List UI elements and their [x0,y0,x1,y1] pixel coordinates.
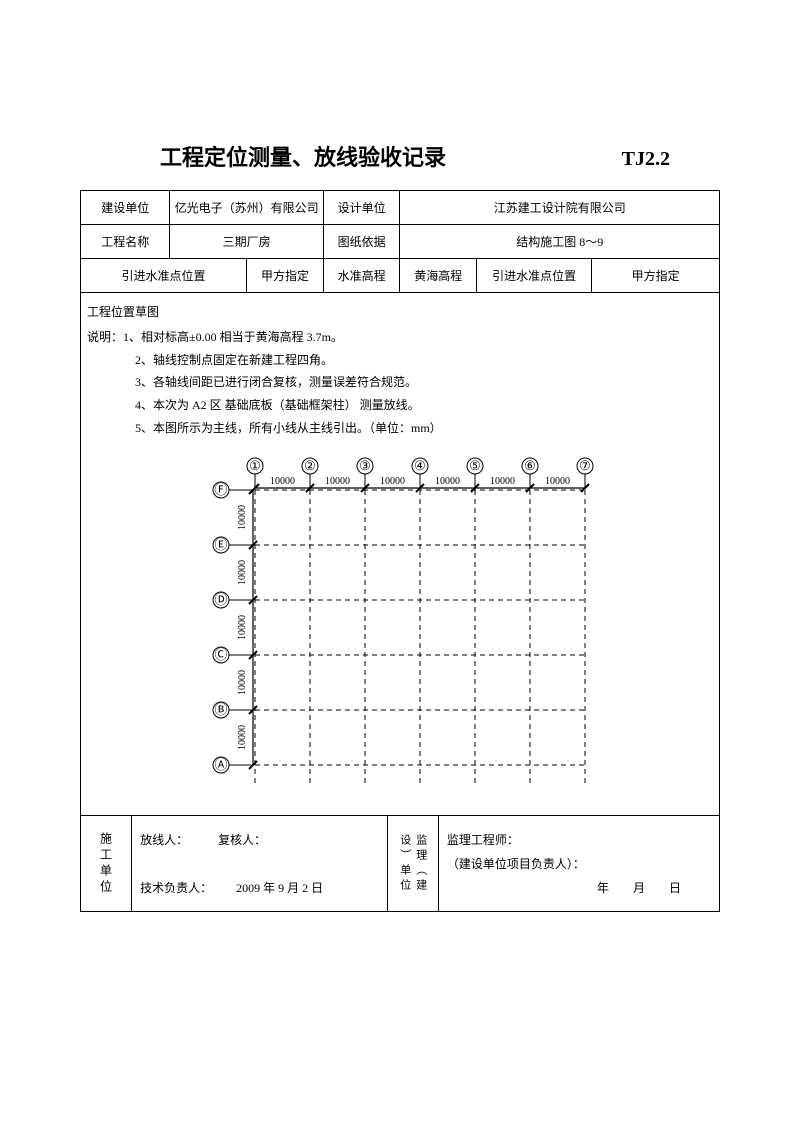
svg-text:③: ③ [359,458,371,473]
setter-label: 放线人： [140,833,188,847]
footer-mid-label: 监理（建设）单位 [397,822,429,906]
supervisor-label: 监理工程师： [447,828,711,852]
svg-text:Ⓑ: Ⓑ [214,702,227,717]
svg-text:10000: 10000 [270,476,295,487]
cell-benchmark-pos: 甲方指定 [247,259,324,293]
cell-design-unit: 江苏建工设计院有限公司 [400,191,720,225]
title-row: 工程定位测量、放线验收记录 TJ2.2 [80,140,720,172]
svg-text:Ⓒ: Ⓒ [214,647,227,662]
cell-project-name: 三期厂房 [170,225,323,259]
sketch-heading: 工程位置草图 [87,301,713,324]
note-4: 4、本次为 A2 区 基础底板（基础框架柱） 测量放线。 [87,394,713,417]
cell-design-unit-label: 设计单位 [323,191,400,225]
svg-text:⑥: ⑥ [524,458,536,473]
page-title: 工程定位测量、放线验收记录 [160,140,446,172]
svg-text:10000: 10000 [237,615,248,640]
cell-level-elev: 黄海高程 [400,259,477,293]
svg-text:10000: 10000 [325,476,350,487]
footer-left-label: 施工单位 [98,832,115,896]
svg-text:①: ① [249,458,261,473]
date-left: 2009 年 9 月 2 日 [236,881,323,895]
svg-text:Ⓐ: Ⓐ [214,757,227,772]
cell-project-name-label: 工程名称 [81,225,170,259]
svg-text:10000: 10000 [237,505,248,530]
note-5: 5、本图所示为主线，所有小线从主线引出。（单位：mm） [87,417,713,440]
note-3: 3、各轴线间距已进行闭合复核，测量误差符合规范。 [87,371,713,394]
cell-drawing-basis: 结构施工图 8～9 [400,225,720,259]
svg-text:10000: 10000 [237,560,248,585]
footer-left-content: 放线人： 复核人： 技术负责人： 2009 年 9 月 2 日 [132,816,388,912]
cell-benchmark-pos2-label: 引进水准点位置 [477,259,592,293]
svg-text:②: ② [304,458,316,473]
cell-benchmark-pos-label: 引进水准点位置 [81,259,247,293]
header-table: 建设单位 亿光电子（苏州）有限公司 设计单位 江苏建工设计院有限公司 工程名称 … [80,190,720,293]
diagram-wrap: ① 10000 ② 10000 ③ 10000 ④ 10000 ⑤ 10000 ⑥ 10000 ⑦ Ⓕ 10… [87,450,713,805]
owner-rep-label: （建设单位项目负责人）： [447,852,711,876]
svg-text:Ⓕ: Ⓕ [214,482,227,497]
svg-text:Ⓔ: Ⓔ [214,537,227,552]
form-code: TJ2.2 [622,148,670,171]
note-1: 说明：1、相对标高±0.00 相当于黄海高程 3.7m。 [87,326,713,349]
cell-level-elev-label: 水准高程 [323,259,400,293]
note-2: 2、轴线控制点固定在新建工程四角。 [87,349,713,372]
sketch-section: 工程位置草图 说明：1、相对标高±0.00 相当于黄海高程 3.7m。 2、轴线… [80,293,720,816]
page-root: 工程定位测量、放线验收记录 TJ2.2 建设单位 亿光电子（苏州）有限公司 设计… [80,140,720,912]
tech-lead-label: 技术负责人： [140,881,212,895]
svg-text:Ⓓ: Ⓓ [214,592,227,607]
cell-benchmark-pos2: 甲方指定 [592,259,720,293]
cell-drawing-basis-label: 图纸依据 [323,225,400,259]
svg-text:10000: 10000 [545,476,570,487]
svg-text:10000: 10000 [237,725,248,750]
svg-text:④: ④ [414,458,426,473]
footer-right-content: 监理工程师： （建设单位项目负责人）： 年 月 日 [438,816,719,912]
svg-text:10000: 10000 [490,476,515,487]
reviewer-label: 复核人： [218,833,266,847]
cell-construction-unit-label: 建设单位 [81,191,170,225]
footer-mid-label-cell: 监理（建设）单位 [387,816,438,912]
footer-left-label-cell: 施工单位 [81,816,132,912]
svg-text:10000: 10000 [435,476,460,487]
date-right: 年 月 日 [447,876,711,900]
axis-grid-diagram: ① 10000 ② 10000 ③ 10000 ④ 10000 ⑤ 10000 ⑥ 10000 ⑦ Ⓕ 10… [175,450,625,805]
svg-text:10000: 10000 [380,476,405,487]
svg-text:⑦: ⑦ [579,458,591,473]
svg-text:⑤: ⑤ [469,458,481,473]
cell-construction-unit: 亿光电子（苏州）有限公司 [170,191,323,225]
footer-table: 施工单位 放线人： 复核人： 技术负责人： 2009 年 9 月 2 日 监理（… [80,816,720,913]
svg-text:10000: 10000 [237,670,248,695]
